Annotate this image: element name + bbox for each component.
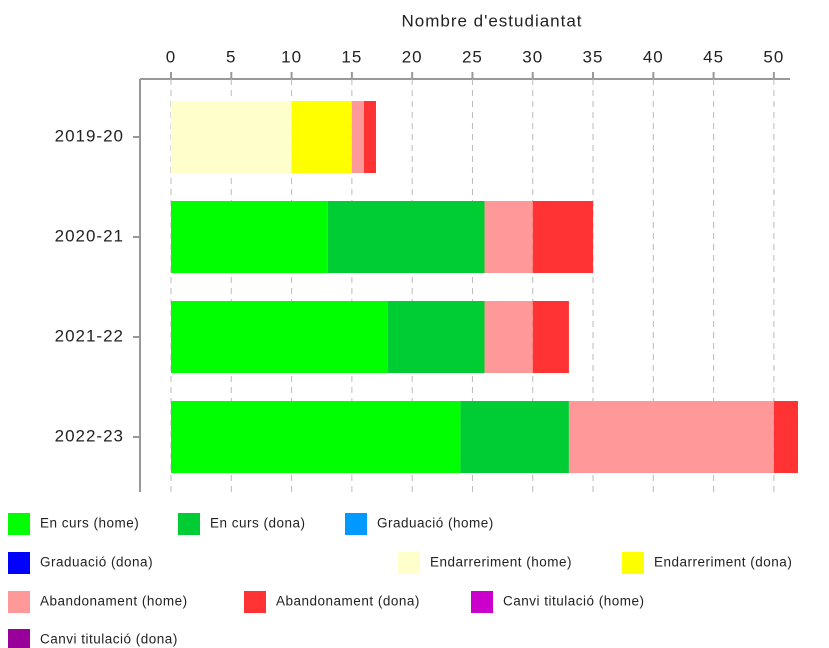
legend-swatch xyxy=(471,591,493,613)
bar-segment xyxy=(171,401,461,473)
x-tick-label: 45 xyxy=(703,47,724,66)
legend-swatch xyxy=(398,552,420,574)
axis-title: Nombre d'estudiantat xyxy=(401,11,582,30)
x-tick-label: 15 xyxy=(341,47,362,66)
bar-segment xyxy=(773,401,798,473)
x-tick-label: 35 xyxy=(583,47,604,66)
legend-label: Abandonament (home) xyxy=(40,594,188,609)
legend-label: Endarreriment (dona) xyxy=(654,555,792,570)
legend-swatch xyxy=(8,513,30,535)
legend-swatch xyxy=(8,629,30,648)
bar-segment xyxy=(532,201,594,273)
legend-label: En curs (home) xyxy=(40,516,139,531)
y-tick-label: 2019-20 xyxy=(55,126,124,145)
x-tick-label: 5 xyxy=(226,47,236,66)
bar-segment xyxy=(171,301,389,373)
legend-label: En curs (dona) xyxy=(210,516,306,531)
x-tick-label: 50 xyxy=(763,47,784,66)
x-tick-label: 40 xyxy=(643,47,664,66)
legend-swatch xyxy=(622,552,644,574)
x-tick-label: 20 xyxy=(402,47,423,66)
bar-segment xyxy=(327,201,485,273)
legend-swatch xyxy=(244,591,266,613)
bar-segment xyxy=(291,101,352,173)
legend-label: Canvi titulació (dona) xyxy=(40,632,178,647)
bar-segment xyxy=(484,301,533,373)
legend-label: Abandonament (dona) xyxy=(276,594,420,609)
x-tick-label: 25 xyxy=(462,47,483,66)
x-tick-label: 30 xyxy=(522,47,543,66)
y-tick-label: 2022-23 xyxy=(55,426,124,445)
y-tick-label: 2020-21 xyxy=(55,226,124,245)
bar-segment xyxy=(568,401,774,473)
legend-swatch xyxy=(8,552,30,574)
bar-segment xyxy=(532,301,569,373)
bar-segment xyxy=(460,401,569,473)
legend-label: Graduació (home) xyxy=(377,516,494,531)
bar-segment xyxy=(171,201,328,273)
x-tick-label: 0 xyxy=(166,47,176,66)
bar-segment xyxy=(484,201,533,273)
legend-swatch xyxy=(345,513,367,535)
bar-segment xyxy=(363,101,376,173)
bar-segment xyxy=(351,101,364,173)
legend-label: Endarreriment (home) xyxy=(430,555,572,570)
legend-label: Graduació (dona) xyxy=(40,555,153,570)
y-tick-label: 2021-22 xyxy=(55,326,124,345)
x-tick-label: 10 xyxy=(281,47,302,66)
legend-swatch xyxy=(178,513,200,535)
legend-swatch xyxy=(8,591,30,613)
legend-label: Canvi titulació (home) xyxy=(503,594,645,609)
bar-segment xyxy=(171,101,292,173)
bar-segment xyxy=(388,301,485,373)
